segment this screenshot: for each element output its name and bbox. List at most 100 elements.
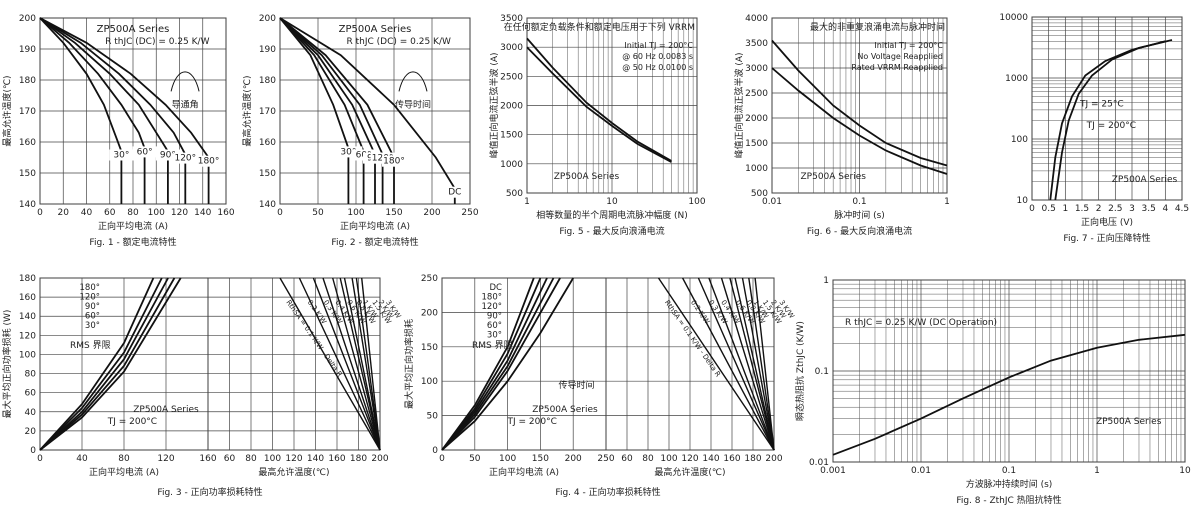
x-tick-label: 1 xyxy=(524,197,530,207)
heatsink-line xyxy=(312,277,381,451)
x-tick-label: 0.5 xyxy=(1042,204,1056,214)
x-tick-label: 40 xyxy=(81,208,93,218)
figure-caption: Fig. 1 - 额定电流特性 xyxy=(89,236,176,248)
series-line-180° xyxy=(279,17,395,204)
legend-item: Initial TJ = 200°C xyxy=(624,41,693,50)
heatsink-line xyxy=(279,277,381,451)
x-tick-label: 160 xyxy=(328,454,345,464)
y-axis-label: 峰值正向电流正弦半波 (A) xyxy=(733,52,745,158)
y-tick-label: 60 xyxy=(25,389,37,399)
y-tick-label: 3000 xyxy=(500,43,523,53)
x-axis-label: 脉冲时间 (s) xyxy=(834,209,885,221)
y-tick-label: 160 xyxy=(259,138,276,148)
heatsink-line xyxy=(734,277,775,451)
y-tick-label: 2500 xyxy=(745,89,768,99)
x-tick-label: 10 xyxy=(1179,466,1191,476)
x-axis-label: 最高允许温度(℃) xyxy=(654,466,725,478)
chart-note: 最大的非重复浪涌电流与脉冲时间 xyxy=(810,21,945,33)
x-tick-label: 0 xyxy=(277,208,283,218)
y-tick-label: 3500 xyxy=(500,14,523,24)
x-tick-label: 60 xyxy=(224,454,236,464)
x-tick-label: 20 xyxy=(58,208,70,218)
series-label: 120° xyxy=(80,293,100,303)
y-axis-label: 瞬态热阻抗 ZthJC (K/W) xyxy=(794,321,806,421)
series-line-90° xyxy=(39,277,169,451)
x-tick-label: 200 xyxy=(565,454,582,464)
series-label: TJ = 200°C xyxy=(1086,121,1136,131)
y-tick-label: 0 xyxy=(432,446,438,456)
series-name: ZP500A Series xyxy=(339,24,412,35)
series-name: ZP500A Series xyxy=(554,172,620,182)
y-tick-label: 1000 xyxy=(1005,74,1028,84)
x-tick-label: 100 xyxy=(688,197,705,207)
series-label-bg xyxy=(442,186,469,198)
series-label-bg xyxy=(109,149,136,161)
x-tick-label: 0 xyxy=(37,208,43,218)
series-label: 180° xyxy=(198,157,220,167)
heatsink-line xyxy=(332,277,381,451)
x-tick-label: 250 xyxy=(597,454,614,464)
y-tick-label: 500 xyxy=(751,189,768,199)
x-tick-label: 150 xyxy=(532,454,549,464)
fig5-chart: 1 10 100 500 1000 1500 2000 2500 3000 3500 相等数量的半个… xyxy=(488,14,706,237)
x-tick-label: 3 xyxy=(1129,204,1135,214)
y-tick-label: 3500 xyxy=(745,39,768,49)
y-tick-label: 170 xyxy=(19,107,36,117)
heatsink-line xyxy=(361,277,381,451)
y-tick-label: 1000 xyxy=(500,160,523,170)
x-tick-label: 160 xyxy=(199,454,216,464)
figure-caption: Fig. 8 - ZthJC 热阻抗特性 xyxy=(956,494,1061,506)
series-label-bg xyxy=(196,155,223,167)
series-name: ZP500A Series xyxy=(1112,175,1178,185)
series-label: DC xyxy=(490,283,503,293)
y-axis-label: 最大平均正向功率损耗 xyxy=(403,319,415,409)
x-axis-label: 相等数量的半个周期电流脉冲幅度 (N) xyxy=(536,209,688,221)
y-tick-label: 140 xyxy=(259,200,276,210)
x-axis-label: 正向平均电流 (A) xyxy=(89,466,159,478)
series-line-60° xyxy=(441,277,542,451)
heatsink-line xyxy=(339,277,381,451)
fig1-chart: 0 20 40 60 80 100 120 140 160 140 150 160 170 180 190 2… xyxy=(1,14,235,248)
figure-caption: Fig. 3 - 正向功率损耗特性 xyxy=(157,486,262,498)
x-tick-label: 2.5 xyxy=(1108,204,1122,214)
x-tick-label: 0.1 xyxy=(852,197,866,207)
series-line-No-Voltage-Reapplied xyxy=(771,39,948,167)
legend-item: Initial TJ = 200°C xyxy=(874,41,943,50)
series-line-60° xyxy=(39,277,163,451)
series-name: ZP500A Series xyxy=(1096,417,1162,427)
heatsink-line xyxy=(351,277,381,451)
heatsink-line xyxy=(657,277,775,451)
x-tick-label: 10 xyxy=(606,197,618,207)
x-tick-label: 0.1 xyxy=(1002,466,1016,476)
x-tick-label: 60 xyxy=(621,454,633,464)
x-tick-label: 100 xyxy=(347,208,364,218)
series-label: 90° xyxy=(487,312,502,322)
y-axis-label: 最大平均正向功率损耗 (W) xyxy=(1,310,13,419)
y-tick-label: 50 xyxy=(427,412,439,422)
x-tick-label: 1 xyxy=(1062,204,1068,214)
series-label: 30° xyxy=(85,321,100,331)
x-tick-label: 0.01 xyxy=(762,197,782,207)
x-tick-label: 50 xyxy=(469,454,481,464)
y-tick-label: 0.01 xyxy=(809,458,829,468)
series-line-@-50-Hz-0.0100-s xyxy=(526,46,672,163)
heatsink-line xyxy=(708,277,775,451)
x-tick-label: 180 xyxy=(350,454,367,464)
tj-label: TJ = 200°C xyxy=(107,417,157,427)
y-tick-label: 3000 xyxy=(745,64,768,74)
series-label: 60° xyxy=(85,312,100,322)
x-tick-label: 0 xyxy=(1029,204,1035,214)
y-tick-label: 250 xyxy=(421,274,438,284)
figure-caption: Fig. 7 - 正向压降特性 xyxy=(1063,232,1150,244)
y-tick-label: 160 xyxy=(19,293,36,303)
heatsink-line xyxy=(754,277,775,451)
series-label: 90° xyxy=(160,151,176,161)
x-tick-label: 0.001 xyxy=(820,466,846,476)
y-tick-label: 500 xyxy=(506,189,523,199)
y-tick-label: 200 xyxy=(421,308,438,318)
heatsink-line xyxy=(748,277,775,451)
series-label: 30° xyxy=(113,151,129,161)
series-label: 180° xyxy=(482,293,502,303)
